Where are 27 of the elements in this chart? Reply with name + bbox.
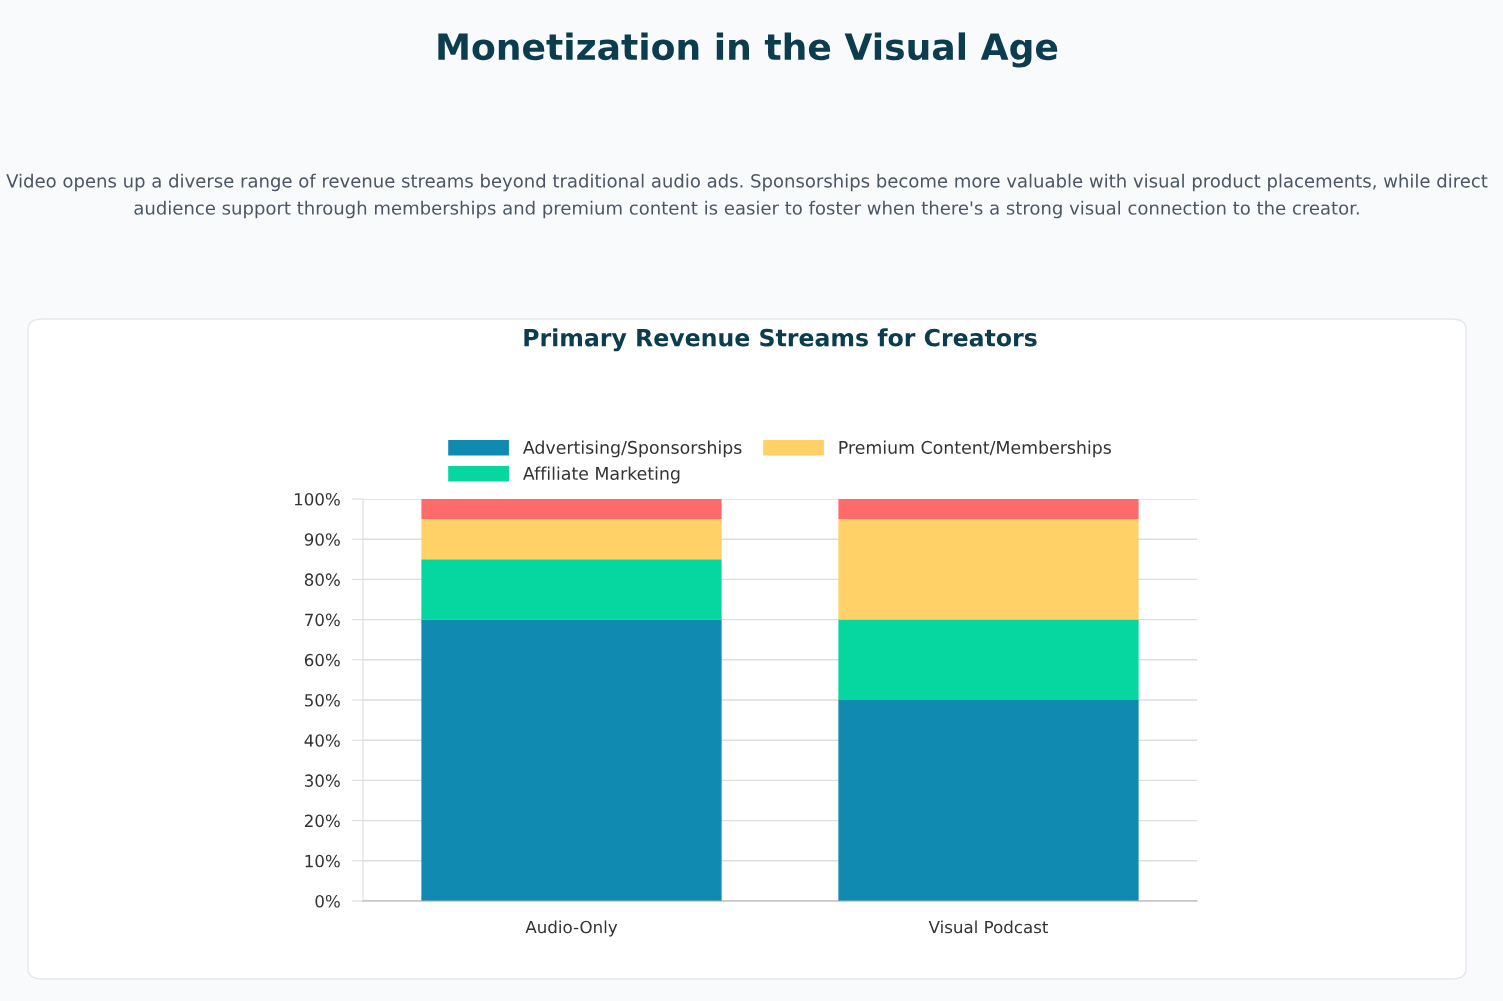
text: Monetization in the Visual Age [438,32,1058,68]
text: Video opens up a diverse range of revenue streams beyond traditional audio ads. Sponsorships become more valuable with visual product placements, while direct audience support through memberships and premium content is easier to foster when there's a strong visual connection to the creator. [6,173,1488,219]
y-tick-label: 0% [315,894,340,908]
bar [838,619,1139,700]
legend-label: Advertising/Sponsorships [522,440,742,458]
y-tick-label: 10% [305,854,340,868]
bar [421,519,722,560]
y-tick-label: 50% [305,693,340,707]
y-tick-label: 80% [304,573,340,586]
legend-label: Premium Content/Memberships [839,440,1111,458]
legend-label: Affiliate Marketing [522,466,680,484]
y-tick-label: 90% [304,533,340,546]
bar [421,499,722,520]
y-tick-label: 60% [304,653,340,667]
y-tick-label: 30% [305,774,340,787]
chart-title: Primary Revenue Streams for Creators [524,328,1037,352]
bar [421,559,722,620]
y-tick-label: 20% [304,814,340,828]
bar [838,499,1139,520]
y-tick-label: 70% [305,613,340,627]
bar [838,700,1139,901]
x-tick-label: Visual Podcast [928,920,1049,934]
y-tick-label: 100% [294,492,340,506]
y-tick-label: 40% [304,734,340,747]
bar [421,619,722,901]
bar [838,519,1139,620]
x-tick-label: Audio-Only [525,920,618,937]
